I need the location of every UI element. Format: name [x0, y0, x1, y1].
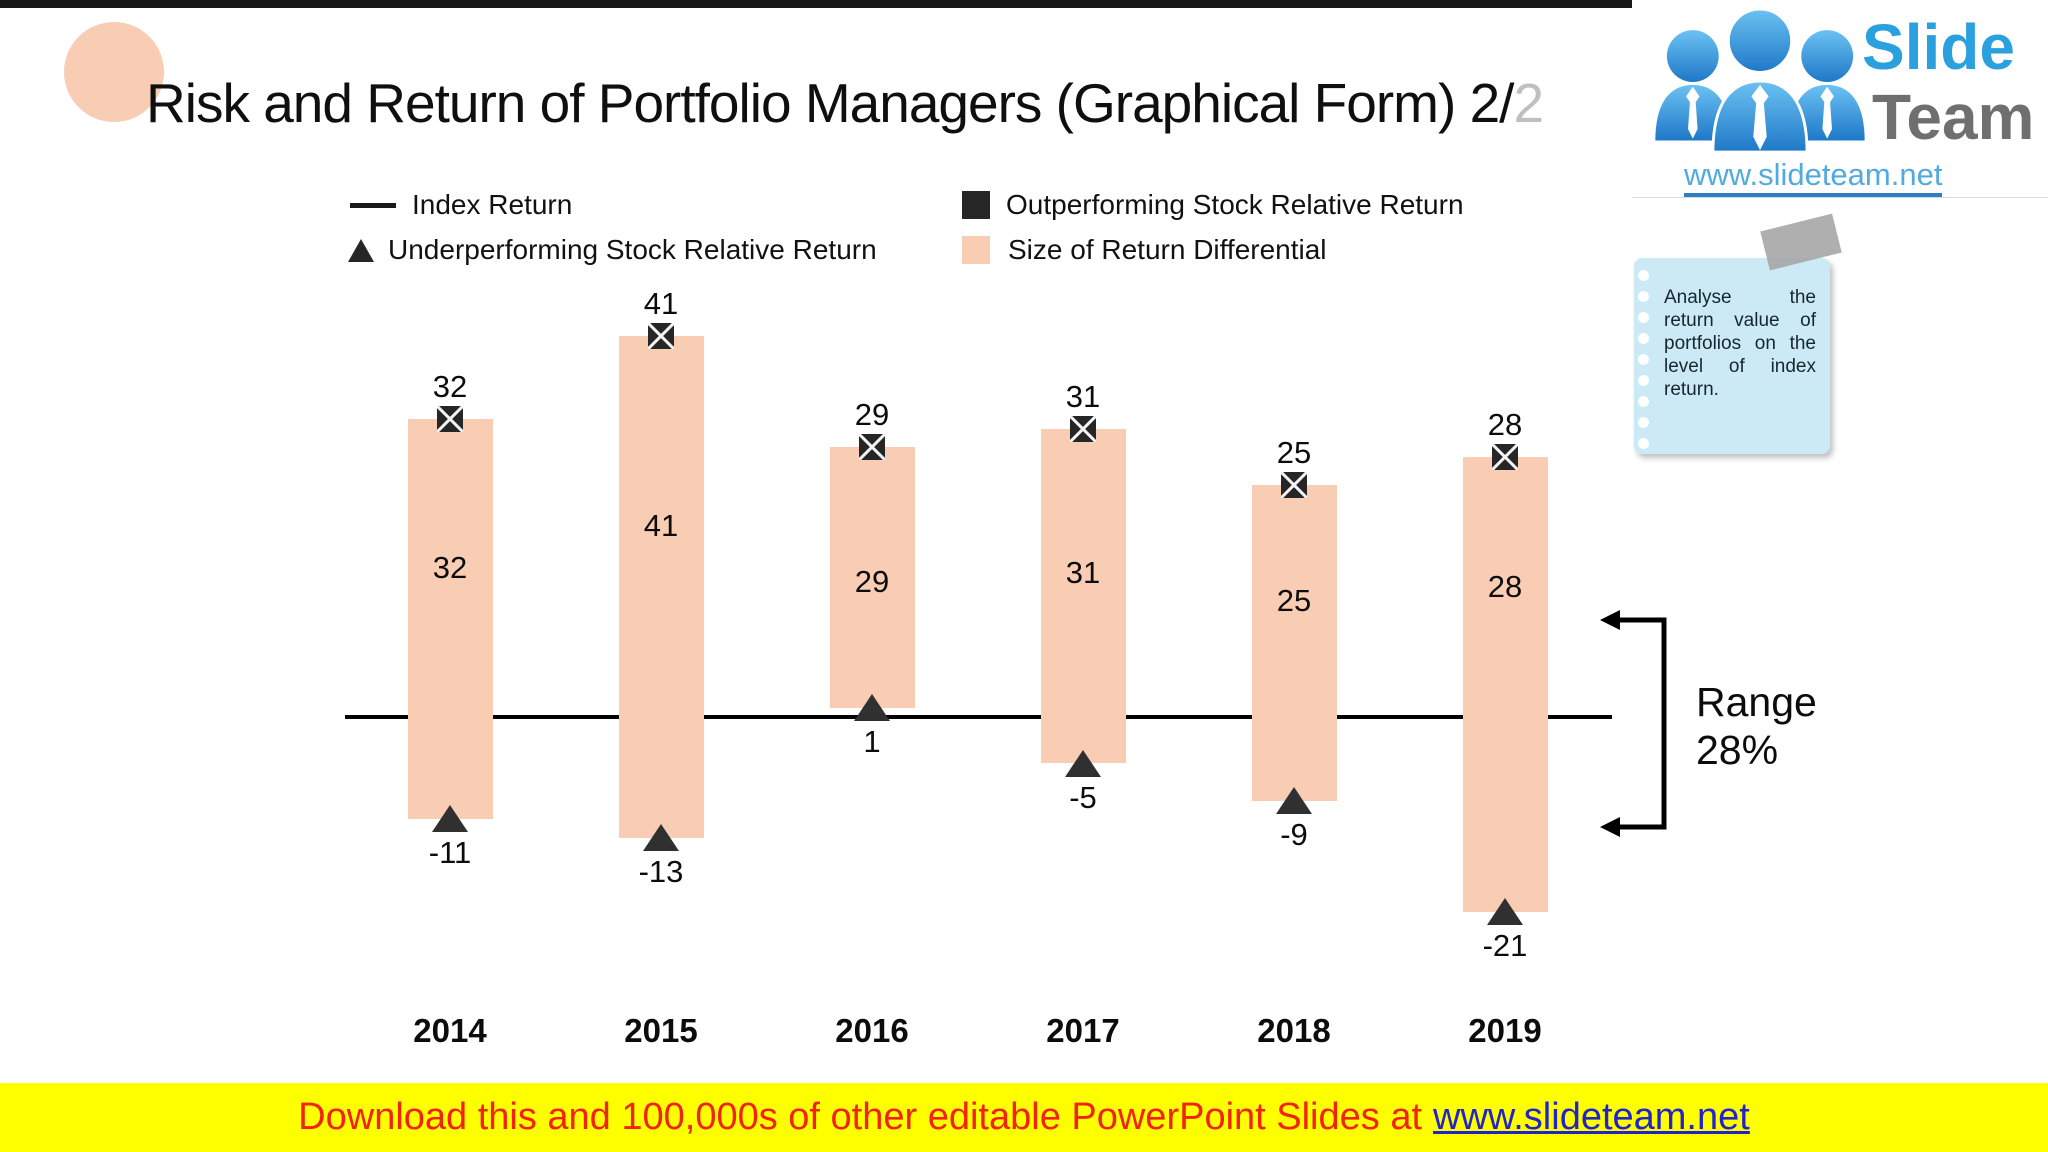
- outperforming-value-label: 32: [432, 369, 468, 405]
- range-bar: [1251, 484, 1337, 801]
- outperforming-marker: [437, 406, 463, 433]
- differential-value-label: 32: [432, 550, 468, 586]
- outperforming-marker: [859, 434, 885, 461]
- triangle-swatch-icon: [348, 238, 374, 262]
- note-text: Analyse the return value of portfolios o…: [1664, 287, 1816, 400]
- sticky-note: Analyse the return value of portfolios o…: [1634, 258, 1830, 454]
- outperforming-value-label: 29: [854, 397, 890, 433]
- outperforming-marker: [648, 322, 674, 349]
- underperforming-value-label: -5: [1069, 779, 1097, 815]
- legend-item-index-return: Index Return: [350, 186, 572, 224]
- bar-group-2018: 25 25 -9 2018: [1251, 0, 1337, 1152]
- legend-label-index-return: Index Return: [412, 189, 573, 220]
- outperforming-value-label: 28: [1487, 406, 1523, 442]
- range-bar: [618, 335, 704, 838]
- legend-label-underperforming: Underperforming Stock Relative Return: [388, 234, 877, 265]
- outperforming-value-label: 41: [643, 285, 679, 321]
- category-label: 2016: [835, 1012, 909, 1049]
- logo-url-link[interactable]: www.slideteam.net: [1684, 158, 1943, 197]
- differential-value-label: 29: [854, 564, 890, 600]
- page-title-text: Risk and Return of Portfolio Managers (G…: [146, 71, 1514, 134]
- range-bar: [407, 419, 493, 820]
- banner-text: Download this and 100,000s of other edit…: [298, 1096, 1423, 1138]
- differential-value-label: 31: [1065, 554, 1101, 590]
- range-bracket: [1600, 610, 1667, 837]
- range-bar: [829, 447, 915, 708]
- outperforming-value-label: 25: [1276, 434, 1312, 470]
- index-return-zero-line: [345, 715, 1612, 719]
- range-annotation-line1: Range: [1696, 679, 1817, 725]
- page-title: Risk and Return of Portfolio Managers (G…: [146, 67, 1544, 139]
- note-hole-dots: [1638, 270, 1649, 449]
- underperforming-value-label: -21: [1482, 928, 1528, 964]
- legend-item-underperforming: Underperforming Stock Relative Return: [348, 231, 877, 269]
- category-label: 2019: [1468, 1012, 1542, 1049]
- underperforming-value-label: -9: [1280, 816, 1308, 852]
- tape-icon: [1760, 213, 1842, 271]
- logo-text-team: Team: [1872, 81, 2035, 153]
- outperforming-marker: [1070, 415, 1096, 442]
- square-swatch-icon: [962, 191, 990, 219]
- title-accent-circle: [64, 22, 164, 122]
- download-banner: Download this and 100,000s of other edit…: [0, 1083, 2048, 1152]
- logo-divider-line: [1632, 197, 2048, 198]
- slideteam-logo: Slide Team www.slideteam.net: [1632, 0, 2048, 206]
- page-title-suffix: 2: [1513, 71, 1544, 134]
- differential-value-label: 25: [1276, 582, 1312, 618]
- category-label: 2018: [1257, 1012, 1331, 1049]
- bar-group-2014: 32 32 -11 2014: [407, 0, 493, 1152]
- line-swatch-icon: [350, 202, 396, 208]
- underperforming-value-label: 1: [863, 723, 881, 759]
- underperforming-value-label: -13: [638, 853, 684, 889]
- legend-item-outperforming: Outperforming Stock Relative Return: [962, 186, 1464, 224]
- category-label: 2014: [413, 1012, 487, 1049]
- legend-label-differential: Size of Return Differential: [1008, 234, 1327, 265]
- differential-value-label: 41: [643, 508, 679, 544]
- underperforming-marker: [1065, 749, 1101, 777]
- underperforming-marker: [643, 823, 679, 851]
- underperforming-value-label: -11: [428, 835, 472, 871]
- range-annotation: Range 28%: [1696, 678, 1817, 774]
- legend-label-outperforming: Outperforming Stock Relative Return: [1006, 189, 1464, 220]
- legend-item-differential: Size of Return Differential: [962, 231, 1327, 269]
- range-annotation-line2: 28%: [1696, 727, 1779, 773]
- peach-swatch-icon: [962, 236, 990, 264]
- range-bar: [1040, 428, 1126, 764]
- bar-group-2017: 31 31 -5 2017: [1040, 0, 1126, 1152]
- outperforming-value-label: 31: [1065, 378, 1101, 414]
- category-label: 2017: [1046, 1012, 1120, 1049]
- differential-value-label: 28: [1487, 568, 1523, 604]
- category-label: 2015: [624, 1012, 698, 1049]
- outperforming-marker: [1281, 471, 1307, 498]
- banner-link[interactable]: www.slideteam.net: [1433, 1096, 1750, 1138]
- underperforming-marker: [854, 693, 890, 721]
- bar-group-2016: 29 29 1 2016: [829, 0, 915, 1152]
- outperforming-marker: [1492, 443, 1518, 470]
- range-bar: [1462, 456, 1548, 913]
- underperforming-marker: [1276, 786, 1312, 814]
- top-border-strip: [0, 0, 1632, 8]
- logo-text-slide: Slide: [1862, 11, 2015, 83]
- underperforming-marker: [432, 805, 468, 833]
- people-icon: [1655, 7, 1865, 154]
- bar-group-2015: 41 41 -13 2015: [618, 0, 704, 1152]
- underperforming-marker: [1487, 898, 1523, 926]
- bar-group-2019: 28 28 -21 2019: [1462, 0, 1548, 1152]
